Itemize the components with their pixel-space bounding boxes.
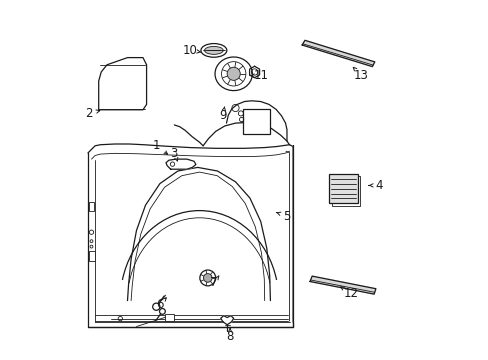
Text: 13: 13: [353, 69, 368, 82]
Text: 3: 3: [170, 147, 178, 159]
Polygon shape: [249, 66, 259, 78]
Polygon shape: [166, 159, 196, 169]
Text: 5: 5: [283, 210, 290, 222]
Bar: [328, 174, 357, 203]
Bar: [89, 251, 95, 261]
Polygon shape: [215, 57, 252, 91]
Circle shape: [152, 303, 160, 310]
Text: 2: 2: [85, 107, 93, 120]
Text: 4: 4: [375, 179, 383, 192]
Circle shape: [227, 67, 240, 80]
Bar: [331, 176, 360, 206]
Ellipse shape: [201, 44, 226, 57]
Text: 12: 12: [343, 287, 358, 300]
Circle shape: [203, 274, 212, 282]
Bar: [242, 109, 269, 134]
Text: 8: 8: [226, 330, 233, 343]
Polygon shape: [309, 276, 375, 294]
Polygon shape: [302, 40, 374, 67]
Polygon shape: [99, 58, 146, 110]
Bar: [89, 202, 94, 211]
Polygon shape: [220, 316, 233, 325]
Circle shape: [159, 309, 165, 314]
Circle shape: [200, 270, 215, 286]
Text: 9: 9: [219, 109, 226, 122]
Text: 7: 7: [210, 276, 217, 289]
Ellipse shape: [204, 46, 223, 54]
Text: 6: 6: [156, 298, 163, 311]
Text: 11: 11: [253, 69, 267, 82]
Text: 1: 1: [152, 139, 160, 152]
Bar: [165, 314, 174, 321]
Text: 10: 10: [183, 44, 198, 57]
